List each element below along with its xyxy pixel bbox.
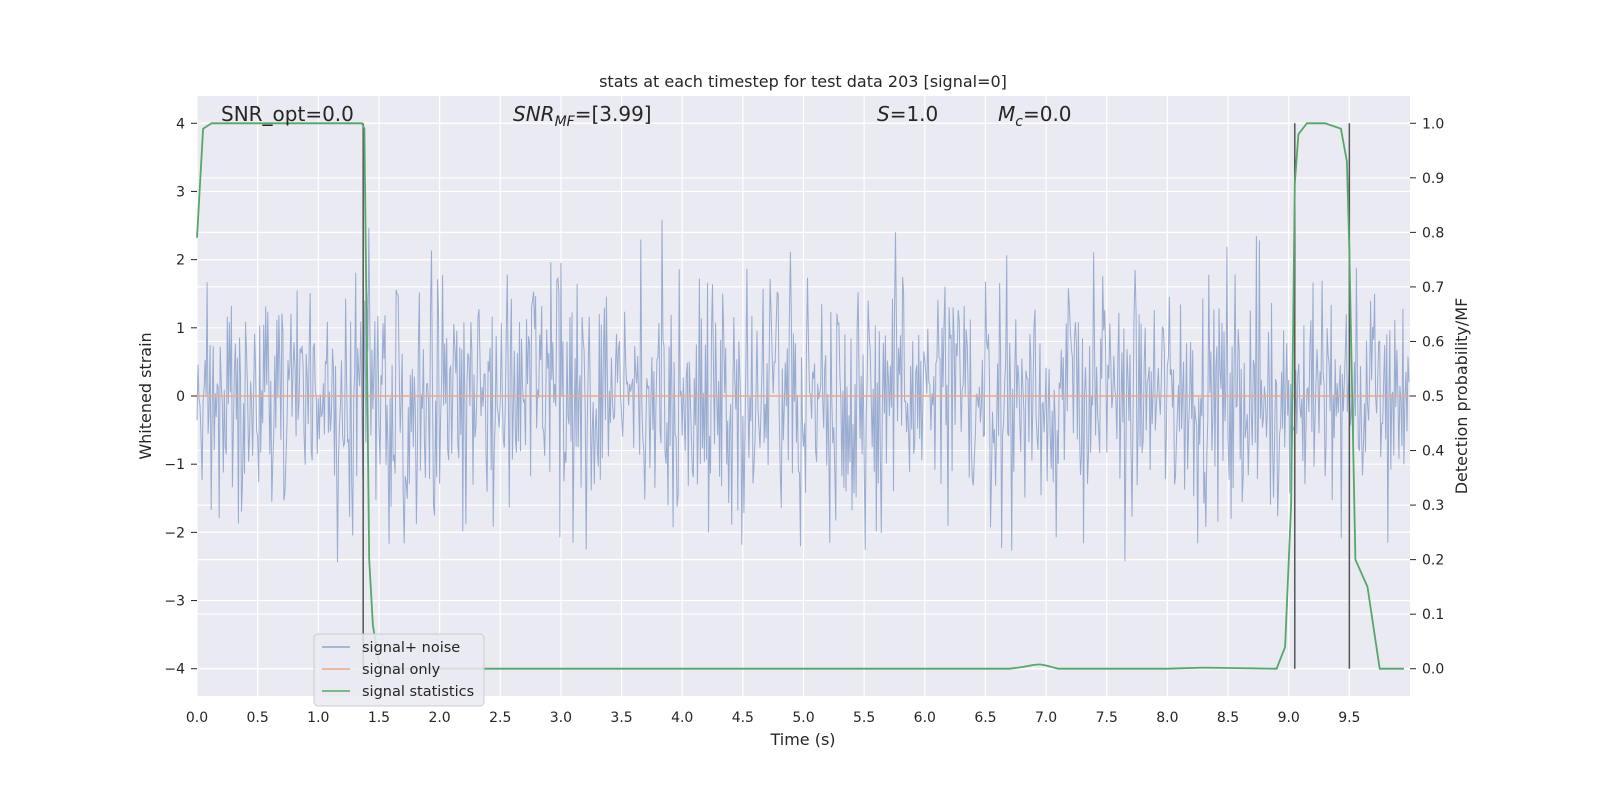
legend-label-signal-only: signal only [362, 662, 441, 678]
y-left-tick-label: −2 [164, 525, 185, 541]
x-tick-label: 8.5 [1217, 710, 1239, 726]
annotation-snr-mf-main: SNR [513, 102, 555, 126]
annotation-s-value: =1.0 [890, 102, 939, 126]
y-right-tick-label: 0.4 [1422, 444, 1444, 460]
x-tick-label: 6.5 [974, 710, 996, 726]
y-right-tick-label: 1.0 [1422, 116, 1444, 132]
y-right-tick-label: 0.6 [1422, 334, 1444, 350]
annotation-snr-mf-sub: MF [555, 114, 576, 130]
y-left-tick-label: 0 [176, 389, 185, 405]
y-left-tick-label: −3 [164, 594, 185, 610]
signal-statistics-line [196, 122, 1404, 670]
x-tick-label: 9.5 [1338, 710, 1360, 726]
y-left-tick-label: −1 [164, 457, 185, 473]
y-left-tick-label: 3 [176, 184, 185, 200]
x-tick-label: 0.0 [186, 710, 208, 726]
x-tick-label: 0.5 [247, 710, 269, 726]
annotation-mc: Mc=0.0 [998, 102, 1072, 130]
y-left-tick-label: −4 [164, 662, 185, 678]
x-tick-label: 5.0 [792, 710, 814, 726]
x-tick-label: 5.5 [853, 710, 875, 726]
y-axis-right-ticks: 0.0 0.1 0.2 0.3 0.4 0.5 0.6 0.7 0.8 0.9 1.0 [1410, 116, 1444, 678]
annotation-mc-value: =0.0 [1023, 102, 1072, 126]
annotation-snr-mf: SNRMF=[3.99] [513, 102, 652, 130]
y-right-tick-label: 0.2 [1422, 553, 1444, 569]
series-signal-noise [196, 219, 1410, 563]
y-axis-left-ticks: −4 −3 −2 −1 0 1 2 3 4 [164, 116, 197, 678]
x-axis-label: Time (s) [769, 730, 835, 749]
legend-label-signal-statistics: signal statistics [362, 684, 474, 700]
x-tick-label: 9.0 [1278, 710, 1300, 726]
annotation-mc-sub: c [1015, 114, 1023, 130]
annotation-s: S=1.0 [877, 102, 938, 126]
y-right-tick-label: 0.0 [1422, 662, 1444, 678]
x-tick-label: 2.5 [489, 710, 511, 726]
x-tick-label: 6.0 [914, 710, 936, 726]
y-left-tick-label: 1 [176, 321, 185, 337]
annotation-s-main: S [877, 102, 890, 126]
x-tick-label: 1.0 [307, 710, 329, 726]
noise-trace [196, 219, 1410, 563]
legend: signal+ noise signal only signal statist… [313, 633, 485, 707]
x-tick-label: 1.5 [368, 710, 390, 726]
y-left-tick-label: 2 [176, 253, 185, 269]
x-tick-label: 2.0 [428, 710, 450, 726]
x-tick-label: 7.0 [1035, 710, 1057, 726]
y-left-tick-label: 4 [176, 116, 185, 132]
y-right-tick-label: 0.8 [1422, 225, 1444, 241]
series-signal-statistics [196, 122, 1404, 670]
chart-title: stats at each timestep for test data 203… [599, 72, 1007, 91]
y-right-tick-label: 0.9 [1422, 171, 1444, 187]
y-axis-right-label: Detection probability/MF [1452, 298, 1471, 495]
x-tick-label: 4.0 [671, 710, 693, 726]
x-axis-ticks: 0.0 0.5 1.0 1.5 2.0 2.5 3.0 3.5 4.0 4.5 5.0 5.5 6.0 6… [186, 710, 1361, 726]
x-tick-label: 4.5 [732, 710, 754, 726]
x-tick-label: 8.0 [1156, 710, 1178, 726]
annotation-snr-mf-value: =[3.99] [575, 102, 652, 126]
plot-area [196, 96, 1410, 696]
legend-label-signal-noise: signal+ noise [362, 640, 460, 656]
x-tick-label: 7.5 [1096, 710, 1118, 726]
y-axis-left-label: Whitened strain [136, 332, 155, 459]
y-right-tick-label: 0.3 [1422, 498, 1444, 514]
annotations: SNR_opt=0.0 SNRMF=[3.99] S=1.0 Mc=0.0 [221, 102, 1072, 130]
y-right-tick-label: 0.7 [1422, 280, 1444, 296]
annotation-mc-main: M [998, 102, 1015, 126]
annotation-snr-opt: SNR_opt=0.0 [221, 102, 354, 126]
y-right-tick-label: 0.1 [1422, 607, 1444, 623]
x-tick-label: 3.0 [550, 710, 572, 726]
legend-frame [313, 633, 485, 707]
y-right-tick-label: 0.5 [1422, 389, 1444, 405]
x-tick-label: 3.5 [610, 710, 632, 726]
